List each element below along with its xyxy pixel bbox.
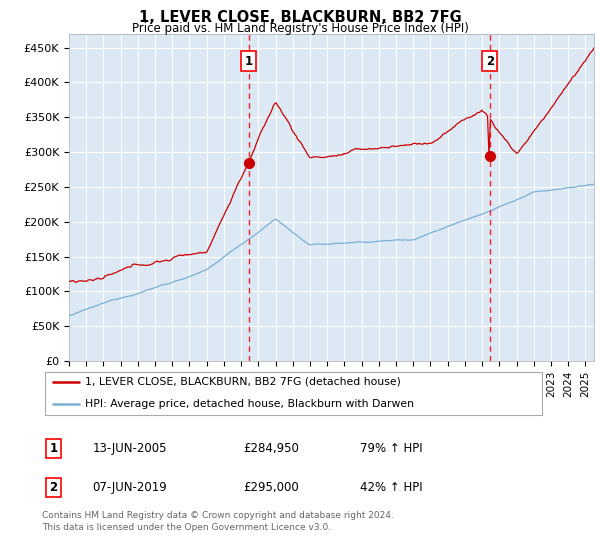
Text: 1, LEVER CLOSE, BLACKBURN, BB2 7FG (detached house): 1, LEVER CLOSE, BLACKBURN, BB2 7FG (deta…: [85, 376, 401, 386]
Text: 79% ↑ HPI: 79% ↑ HPI: [359, 442, 422, 455]
Text: 2: 2: [485, 55, 494, 68]
Text: Price paid vs. HM Land Registry's House Price Index (HPI): Price paid vs. HM Land Registry's House …: [131, 22, 469, 35]
Text: 1: 1: [50, 442, 58, 455]
Text: £284,950: £284,950: [244, 442, 299, 455]
Text: 13-JUN-2005: 13-JUN-2005: [92, 442, 167, 455]
Text: Contains HM Land Registry data © Crown copyright and database right 2024.
This d: Contains HM Land Registry data © Crown c…: [42, 511, 394, 532]
Text: £295,000: £295,000: [244, 481, 299, 494]
Text: 2: 2: [50, 481, 58, 494]
Text: 1, LEVER CLOSE, BLACKBURN, BB2 7FG: 1, LEVER CLOSE, BLACKBURN, BB2 7FG: [139, 10, 461, 25]
FancyBboxPatch shape: [44, 371, 542, 416]
Text: 07-JUN-2019: 07-JUN-2019: [92, 481, 167, 494]
Text: 42% ↑ HPI: 42% ↑ HPI: [359, 481, 422, 494]
Text: 1: 1: [245, 55, 253, 68]
Text: HPI: Average price, detached house, Blackburn with Darwen: HPI: Average price, detached house, Blac…: [85, 399, 414, 409]
